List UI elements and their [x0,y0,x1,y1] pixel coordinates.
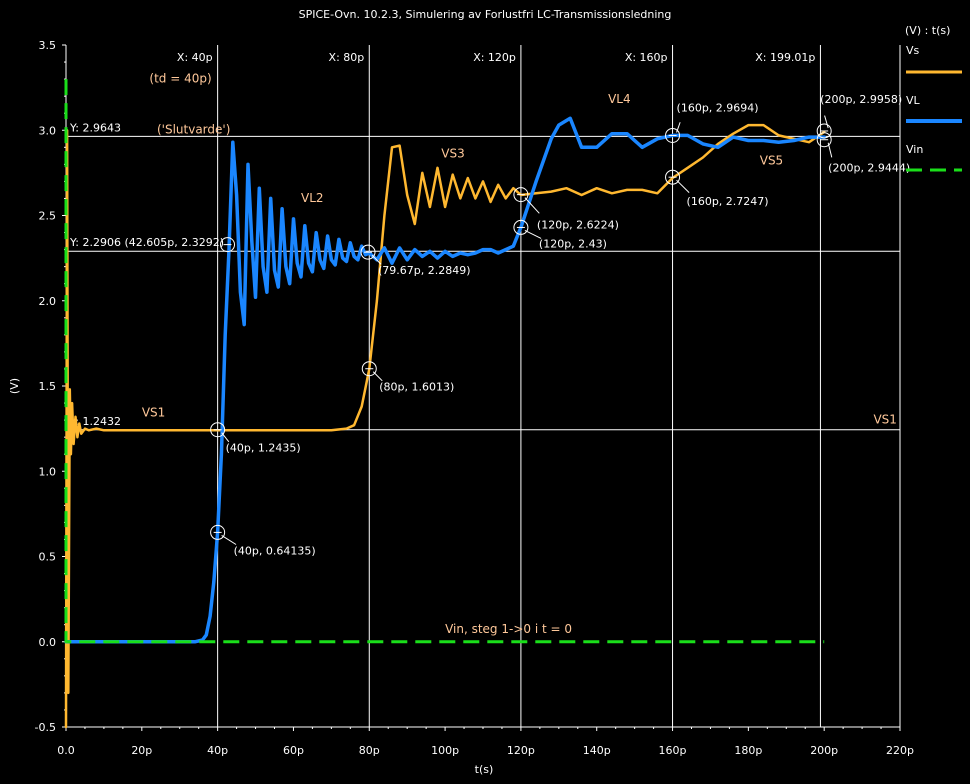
marker-label: (160p, 2.7247) [687,195,769,208]
cursor-x-label: X: 160p [625,51,668,64]
marker-circle [816,132,832,148]
annotation-label: VS1 [873,413,896,427]
marker-label: (79.67p, 2.2849) [378,264,471,277]
annotation-label: Vin, steg 1->0 i t = 0 [445,622,572,636]
x-axis-label: t(s) [475,763,494,776]
marker-pointer [824,115,829,129]
marker-pointer [827,142,833,158]
annotation-layer: (td = 40p) ('Slutvarde') VS1 VS1 VL2 VS3 VL4 VS… [142,72,897,637]
marker-layer: (40p, 1.2435) (40p, 0.64135) (79.67p, 2.28… [210,93,910,557]
y-tick-label: 3.5 [39,39,57,52]
marker-pointer [372,371,383,382]
legend-label-vl: VL [906,94,921,107]
x-tick-label: 200p [810,744,838,757]
annotation-label: VL2 [301,191,324,205]
x-tick-label: 160p [659,744,687,757]
data-marker [220,237,236,253]
marker-label: (40p, 1.2435) [226,442,301,455]
marker-label: (80p, 1.6013) [379,381,454,394]
y-tick-label: 2.0 [39,295,57,308]
marker-circle [361,361,377,377]
legend-label-vs: Vs [906,44,920,57]
marker-pointer [676,179,690,193]
x-tick-label: 180p [734,744,762,757]
x-tick-label: 20p [131,744,152,757]
series-vl-line [64,116,826,644]
x-tick-label: 100p [431,744,459,757]
series-layer [64,79,826,729]
y-tick-label: -0.5 [35,721,56,734]
x-tick-label: 220p [886,744,914,757]
annotation-label: VS5 [760,153,783,167]
annotation-label: (td = 40p) [149,72,211,86]
x-tick-label: 40p [207,744,228,757]
cursor-x-label: X: 80p [329,51,365,64]
y-tick-label: 1.0 [39,465,57,478]
series-vs-line [64,123,826,729]
legend-title: (V) : t(s) [905,24,950,37]
y-tick-label: 3.0 [39,124,57,137]
marker-label: (160p, 2.9694) [677,101,759,114]
y-tick-label: 1.5 [39,380,57,393]
x-tick-label: 0.0 [57,744,75,757]
marker-pointer [524,229,542,239]
y-tick-label: 2.5 [39,210,57,223]
annotation-label: VL4 [608,92,631,106]
cursor-x-label: X: 199.01p [755,51,815,64]
x-tick-label: 60p [283,744,304,757]
annotation-label: VS3 [441,147,464,161]
marker-label: (200p, 2.9958) [820,93,902,106]
marker-label: (40p, 0.64135) [234,544,316,557]
marker-label: (200p, 2.9444) [828,162,910,175]
cursor-y-label: Y: 1.2432 [69,415,121,428]
series-vin-line [64,79,825,644]
marker-pointer [524,197,540,214]
marker-pointer [221,534,237,545]
x-tick-label: 120p [507,744,535,757]
marker-label: (120p, 2.6224) [537,219,619,232]
data-marker: (200p, 2.9444) [816,132,910,175]
x-tick-label: 80p [359,744,380,757]
data-marker: (40p, 1.2435) [210,422,301,455]
data-marker: (120p, 2.6224) [513,187,619,232]
y-tick-label: 0.5 [39,551,57,564]
marker-pointer [371,254,382,265]
annotation-label: VS1 [142,406,165,420]
marker-circle [513,219,529,235]
data-marker: (40p, 0.64135) [210,524,316,557]
chart-title: SPICE-Ovn. 10.2.3, Simulering av Forlust… [299,8,672,21]
y-tick-label: 0.0 [39,636,57,649]
marker-circle [816,123,832,139]
cursor-y-label: Y: 2.2906 (42.605p, 2.3292) [69,236,224,249]
y-axis-label: (V) [8,378,21,394]
data-marker: (120p, 2.43) [513,219,607,250]
marker-circle [360,244,376,260]
cursor-x-label: X: 40p [177,51,213,64]
legend-label-vin: Vin [906,143,923,156]
cursor-y-label: Y: 2.9643 [69,121,121,134]
annotation-label: ('Slutvarde') [157,123,230,137]
marker-circle [210,524,226,540]
marker-label: (120p, 2.43) [539,237,607,250]
marker-pointer [221,432,230,443]
marker-circle [210,422,226,438]
cursor-x-label: X: 120p [473,51,516,64]
marker-pointer [676,122,681,133]
data-marker: (200p, 2.9958) [816,93,902,139]
legend: (V) : t(s) Vs VL Vin [905,24,962,172]
marker-circle [665,127,681,143]
marker-circle [220,237,236,253]
x-tick-label: 140p [583,744,611,757]
data-marker: (80p, 1.6013) [361,361,454,394]
data-marker: (79.67p, 2.2849) [360,244,471,277]
data-marker: (160p, 2.9694) [665,101,759,143]
marker-circle [665,169,681,185]
marker-circle [513,187,529,203]
data-marker: (160p, 2.7247) [665,169,769,208]
